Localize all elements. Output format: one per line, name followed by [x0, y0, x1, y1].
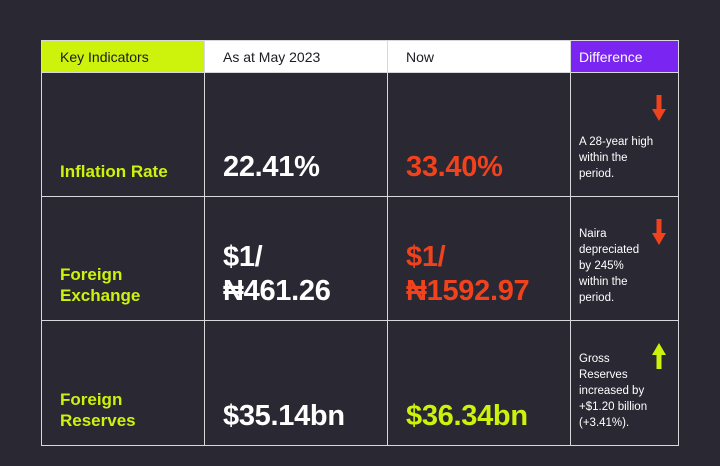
row-reserves-difference-cell: Gross Reserves increased by +$1.20 billi… [571, 321, 679, 446]
row-reserves-label-cell: Foreign Reserves [41, 321, 205, 446]
header-difference: Difference [571, 40, 679, 73]
row-reserves-before-cell: $35.14bn [205, 321, 388, 446]
row-reserves-now-cell: $36.34bn [388, 321, 571, 446]
row-inflation-difference-cell: A 28-year high within the period. [571, 73, 679, 197]
row-fx-now-cell: $1/ ₦1592.97 [388, 197, 571, 321]
difference-note-fx: Naira depreciated by 245% within the per… [579, 228, 640, 304]
value-reserves-now: $36.34bn [406, 400, 528, 432]
header-as-at-may-2023: As at May 2023 [205, 40, 388, 73]
row-inflation-now-cell: 33.40% [388, 73, 571, 197]
value-reserves-before: $35.14bn [223, 400, 345, 432]
row-inflation-before-cell: 22.41% [205, 73, 388, 197]
row-fx-label-cell: Foreign Exchange [41, 197, 205, 321]
header-key-indicators: Key Indicators [41, 40, 205, 73]
arrow-down-icon [652, 219, 666, 245]
row-fx-difference-cell: Naira depreciated by 245% within the per… [571, 197, 679, 321]
header-now: Now [388, 40, 571, 73]
value-inflation-before: 22.41% [223, 151, 320, 183]
value-inflation-now: 33.40% [406, 151, 503, 183]
value-fx-before: $1/ ₦461.26 [223, 241, 331, 307]
row-fx-before-cell: $1/ ₦461.26 [205, 197, 388, 321]
arrow-down-icon [652, 95, 666, 121]
key-indicators-table: Key Indicators As at May 2023 Now Differ… [41, 40, 679, 446]
indicator-label-inflation-rate: Inflation Rate [60, 162, 168, 181]
value-fx-now: $1/ ₦1592.97 [406, 241, 530, 307]
arrow-up-icon [652, 343, 666, 369]
row-inflation-label-cell: Inflation Rate [41, 73, 205, 197]
difference-note-inflation: A 28-year high within the period. [579, 136, 654, 180]
indicator-label-foreign-reserves: Foreign Reserves [60, 390, 136, 430]
indicator-label-foreign-exchange: Foreign Exchange [60, 265, 141, 305]
difference-note-reserves: Gross Reserves increased by +$1.20 billi… [579, 353, 648, 429]
